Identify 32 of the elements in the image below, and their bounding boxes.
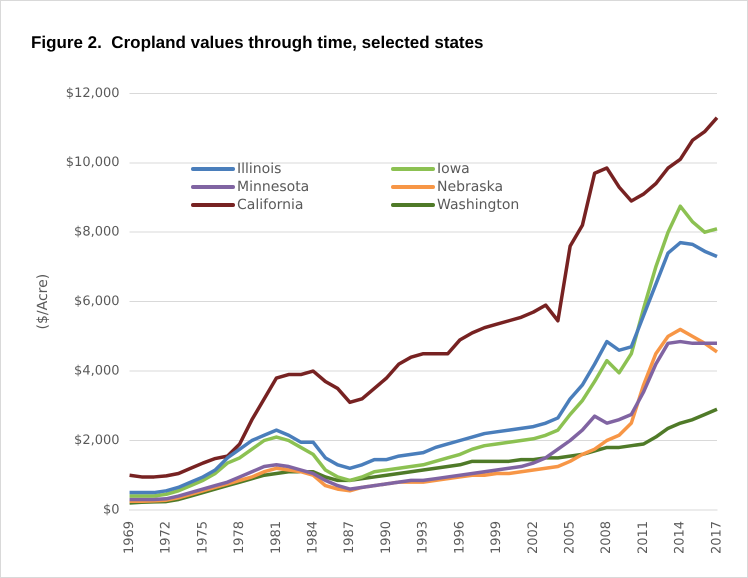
legend-label: Nebraska <box>437 179 504 195</box>
y-axis-title: ($/Acre) <box>35 274 52 330</box>
x-tick-label: 2008 <box>599 520 614 554</box>
x-tick-label: 2005 <box>562 520 578 554</box>
legend-label: Minnesota <box>237 179 310 195</box>
y-tick-label: $4,000 <box>74 363 120 378</box>
y-tick-label: $12,000 <box>66 86 120 101</box>
y-tick-label: $0 <box>103 502 120 518</box>
x-tick-label: 1978 <box>232 520 248 554</box>
legend-label: California <box>237 197 304 213</box>
x-tick-label: 1984 <box>306 520 321 554</box>
x-tick-label: 1972 <box>158 520 174 554</box>
x-tick-label: 1990 <box>378 520 394 554</box>
x-tick-label: 2014 <box>672 520 688 554</box>
x-tick-label: 1996 <box>452 520 468 554</box>
x-tick-label: 2002 <box>526 520 541 554</box>
legend-label: Washington <box>437 197 520 213</box>
legend-label: Iowa <box>437 161 470 177</box>
legend-label: Illinois <box>237 161 282 177</box>
x-tick-label: 1993 <box>416 520 431 554</box>
y-tick-label: $2,000 <box>74 432 120 448</box>
x-tick-label: 1987 <box>342 520 358 554</box>
chart-title: Figure 2. Cropland values through time, selected states <box>31 32 484 52</box>
y-tick-label: $6,000 <box>74 294 120 310</box>
x-tick-label: 2011 <box>636 520 651 554</box>
x-tick-label: 1975 <box>195 520 210 554</box>
y-tick-label: $10,000 <box>66 155 120 170</box>
x-tick-label: 1969 <box>122 520 137 554</box>
y-tick-label: $8,000 <box>74 224 120 240</box>
x-tick-label: 1981 <box>268 520 284 554</box>
x-tick-label: 2017 <box>709 520 724 554</box>
x-tick-label: 1999 <box>489 520 504 554</box>
